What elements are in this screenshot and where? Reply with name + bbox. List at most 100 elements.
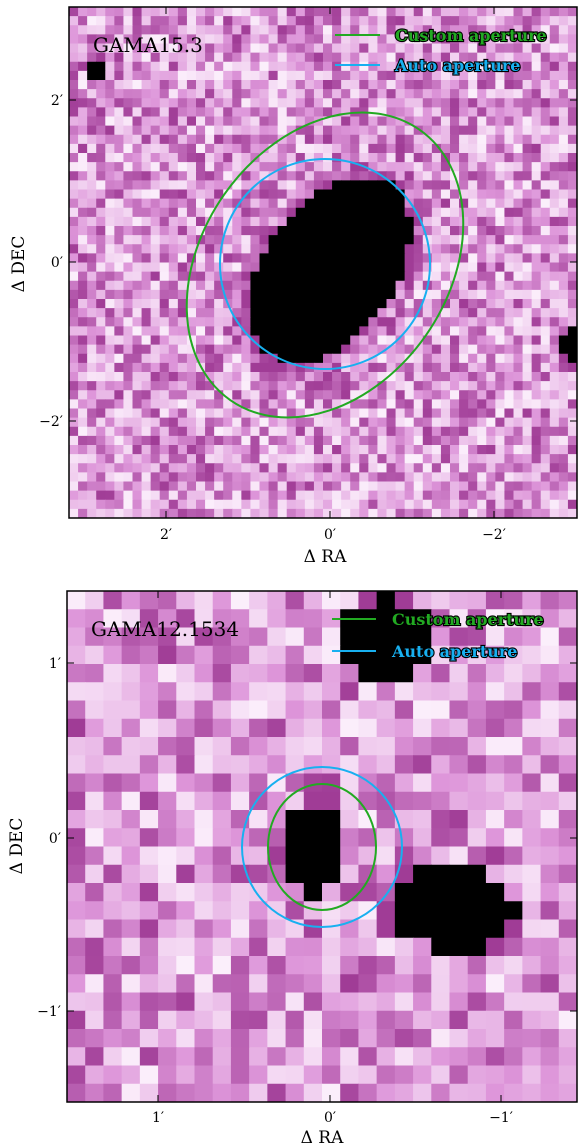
image-pixel (350, 381, 360, 391)
image-pixel (159, 43, 170, 54)
image-pixel (96, 180, 106, 191)
image-pixel (395, 463, 406, 473)
image-pixel (394, 974, 414, 994)
image-pixel (422, 143, 433, 154)
image-pixel (431, 682, 451, 702)
image-pixel (123, 490, 134, 501)
image-pixel (87, 417, 97, 428)
image-pixel (313, 125, 324, 136)
image-pixel (567, 226, 577, 236)
image-pixel (513, 435, 524, 446)
image-pixel (486, 362, 496, 373)
image-pixel (132, 52, 143, 63)
image-pixel (141, 344, 152, 355)
image-pixel (504, 70, 515, 81)
image-pixel (386, 381, 397, 391)
image-pixel (504, 828, 523, 848)
image-pixel (477, 445, 487, 455)
image-pixel (285, 682, 305, 702)
image-pixel (522, 262, 533, 273)
image-pixel (295, 372, 306, 382)
image-pixel (513, 335, 524, 346)
image-pixel (323, 34, 333, 45)
image-pixel (358, 1065, 378, 1085)
image-pixel (177, 125, 188, 136)
image-pixel (440, 454, 451, 464)
image-pixel (540, 472, 551, 483)
image-pixel (96, 134, 106, 145)
image-pixel (230, 609, 250, 629)
image-pixel (323, 107, 333, 118)
image-pixel (295, 435, 306, 446)
image-pixel (413, 718, 432, 738)
image-pixel (467, 956, 487, 975)
image-pixel (332, 171, 342, 181)
image-pixel (340, 1010, 360, 1030)
image-pixel (341, 335, 351, 346)
image-pixel (450, 226, 460, 236)
image-pixel (485, 645, 505, 665)
image-pixel (431, 34, 442, 45)
image-pixel (450, 89, 460, 99)
image-pixel (114, 107, 125, 118)
image-pixel (431, 89, 442, 99)
image-pixel (150, 107, 161, 118)
image-pixel (96, 481, 106, 492)
image-pixel (485, 956, 505, 975)
image-pixel (232, 244, 242, 254)
image-pixel (513, 481, 524, 492)
image-pixel (285, 901, 305, 921)
image-pixel (549, 426, 560, 437)
image-pixel (141, 262, 152, 273)
image-pixel (103, 1065, 123, 1085)
image-pixel (139, 992, 159, 1012)
image-pixel (404, 445, 415, 455)
image-pixel (96, 326, 106, 337)
image-pixel (241, 326, 252, 337)
image-pixel (558, 43, 569, 54)
image-pixel (485, 737, 505, 756)
image-pixel (567, 89, 577, 99)
x-tick-label: −1′ (489, 1110, 513, 1126)
image-pixel (450, 472, 460, 483)
image-pixel (422, 335, 433, 346)
image-pixel (114, 280, 125, 291)
image-pixel (322, 810, 341, 829)
image-pixel (567, 235, 577, 245)
image-pixel (431, 454, 442, 464)
image-pixel (249, 682, 268, 702)
image-pixel (214, 326, 224, 337)
image-pixel (332, 390, 342, 400)
image-pixel (395, 43, 406, 54)
image-pixel (449, 609, 469, 629)
image-pixel (376, 846, 396, 866)
image-pixel (495, 299, 506, 309)
image-pixel (67, 992, 86, 1012)
image-pixel (78, 280, 88, 291)
image-pixel (196, 171, 206, 181)
image-pixel (558, 16, 569, 26)
image-pixel (404, 253, 415, 264)
image-pixel (459, 454, 469, 464)
image-pixel (268, 289, 279, 300)
image-pixel (121, 937, 141, 957)
image-pixel (85, 627, 105, 647)
image-pixel (259, 107, 270, 118)
image-pixel (404, 80, 415, 90)
image-pixel (341, 180, 351, 191)
image-pixel (232, 216, 242, 227)
image-pixel (567, 7, 577, 17)
image-pixel (376, 627, 396, 647)
image-pixel (549, 499, 560, 510)
image-pixel (214, 353, 224, 364)
image-pixel (468, 153, 478, 163)
image-pixel (78, 445, 88, 455)
image-pixel (504, 390, 515, 400)
image-pixel (394, 901, 414, 921)
image-pixel (205, 317, 215, 327)
image-pixel (186, 308, 197, 318)
image-pixel (123, 171, 134, 181)
image-pixel (241, 143, 252, 154)
image-pixel (196, 463, 206, 473)
image-pixel (404, 381, 415, 391)
